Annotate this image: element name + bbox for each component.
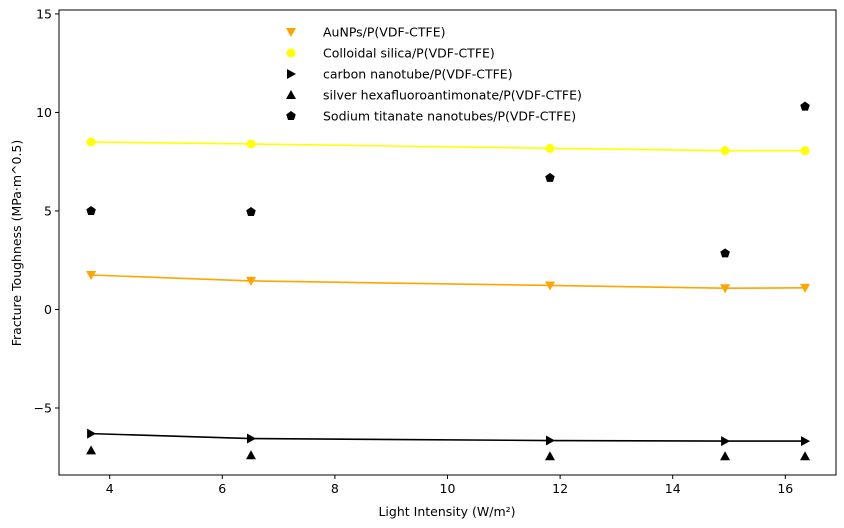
legend-marker-4 — [286, 111, 296, 121]
legend-marker-1 — [286, 48, 296, 58]
x-tick-label: 10 — [440, 481, 456, 496]
y-tick-label: 5 — [44, 203, 52, 218]
series-2-point — [721, 436, 731, 447]
series-0-point — [86, 271, 97, 281]
legend-marker-2 — [287, 69, 296, 79]
series-1-point — [246, 139, 256, 149]
series-1-point — [545, 143, 555, 153]
series-2-point — [545, 435, 555, 446]
series-4-point — [246, 206, 256, 217]
y-tick-label: 0 — [44, 302, 52, 317]
series-4-point — [545, 172, 555, 182]
x-tick-label: 4 — [106, 481, 114, 496]
legend-label-2: carbon nanotube/P(VDF-CTFE) — [323, 67, 513, 82]
series-4-point — [800, 101, 810, 111]
legend-label-4: Sodium titanate nanotubes/P(VDF-CTFE) — [323, 109, 576, 124]
series-3-point — [720, 451, 731, 461]
series-0-point — [544, 281, 555, 291]
legend: AuNPs/P(VDF-CTFE) Colloidal silica/P(VDF-… — [286, 25, 582, 124]
legend-label-3: silver hexafluoroantimonate/P(VDF-CTFE) — [323, 88, 582, 103]
x-tick-label: 6 — [218, 481, 226, 496]
y-axis-label: Fracture Toughness (MPa·m^0.5) — [9, 140, 24, 347]
y-tick-label: 10 — [36, 105, 52, 120]
series-4-point — [86, 205, 96, 216]
plot-background — [59, 10, 836, 475]
legend-label-1: Colloidal silica/P(VDF-CTFE) — [323, 46, 495, 61]
series-1-point — [86, 137, 96, 147]
y-tick-label: 15 — [36, 6, 52, 21]
y-axis-ticks: −5 0 5 10 15 — [34, 6, 59, 416]
series-2-point — [87, 428, 97, 439]
series-1-point — [800, 146, 810, 156]
series-0-point — [245, 276, 256, 286]
y-tick-label: −5 — [34, 401, 52, 416]
x-tick-label: 14 — [665, 481, 681, 496]
x-tick-label: 16 — [777, 481, 793, 496]
series-3-point — [800, 451, 811, 461]
series-0-point — [720, 284, 731, 294]
x-tick-label: 12 — [552, 481, 568, 496]
series-3-point — [544, 451, 555, 461]
series-3-point — [86, 445, 97, 455]
legend-marker-3 — [286, 90, 296, 99]
series-4-point — [720, 248, 730, 258]
x-axis-label: Light Intensity (W/m²) — [378, 504, 515, 519]
series-2-point — [801, 436, 811, 447]
legend-marker-0 — [286, 28, 296, 37]
series-2-point — [246, 433, 256, 444]
legend-label-0: AuNPs/P(VDF-CTFE) — [323, 25, 446, 40]
series-1-point — [720, 146, 730, 156]
x-axis-ticks: 4 6 8 10 12 14 16 — [106, 475, 793, 496]
data-points — [86, 101, 811, 461]
x-tick-label: 8 — [331, 481, 339, 496]
series-3-point — [245, 450, 256, 460]
series-0-point — [800, 283, 811, 293]
